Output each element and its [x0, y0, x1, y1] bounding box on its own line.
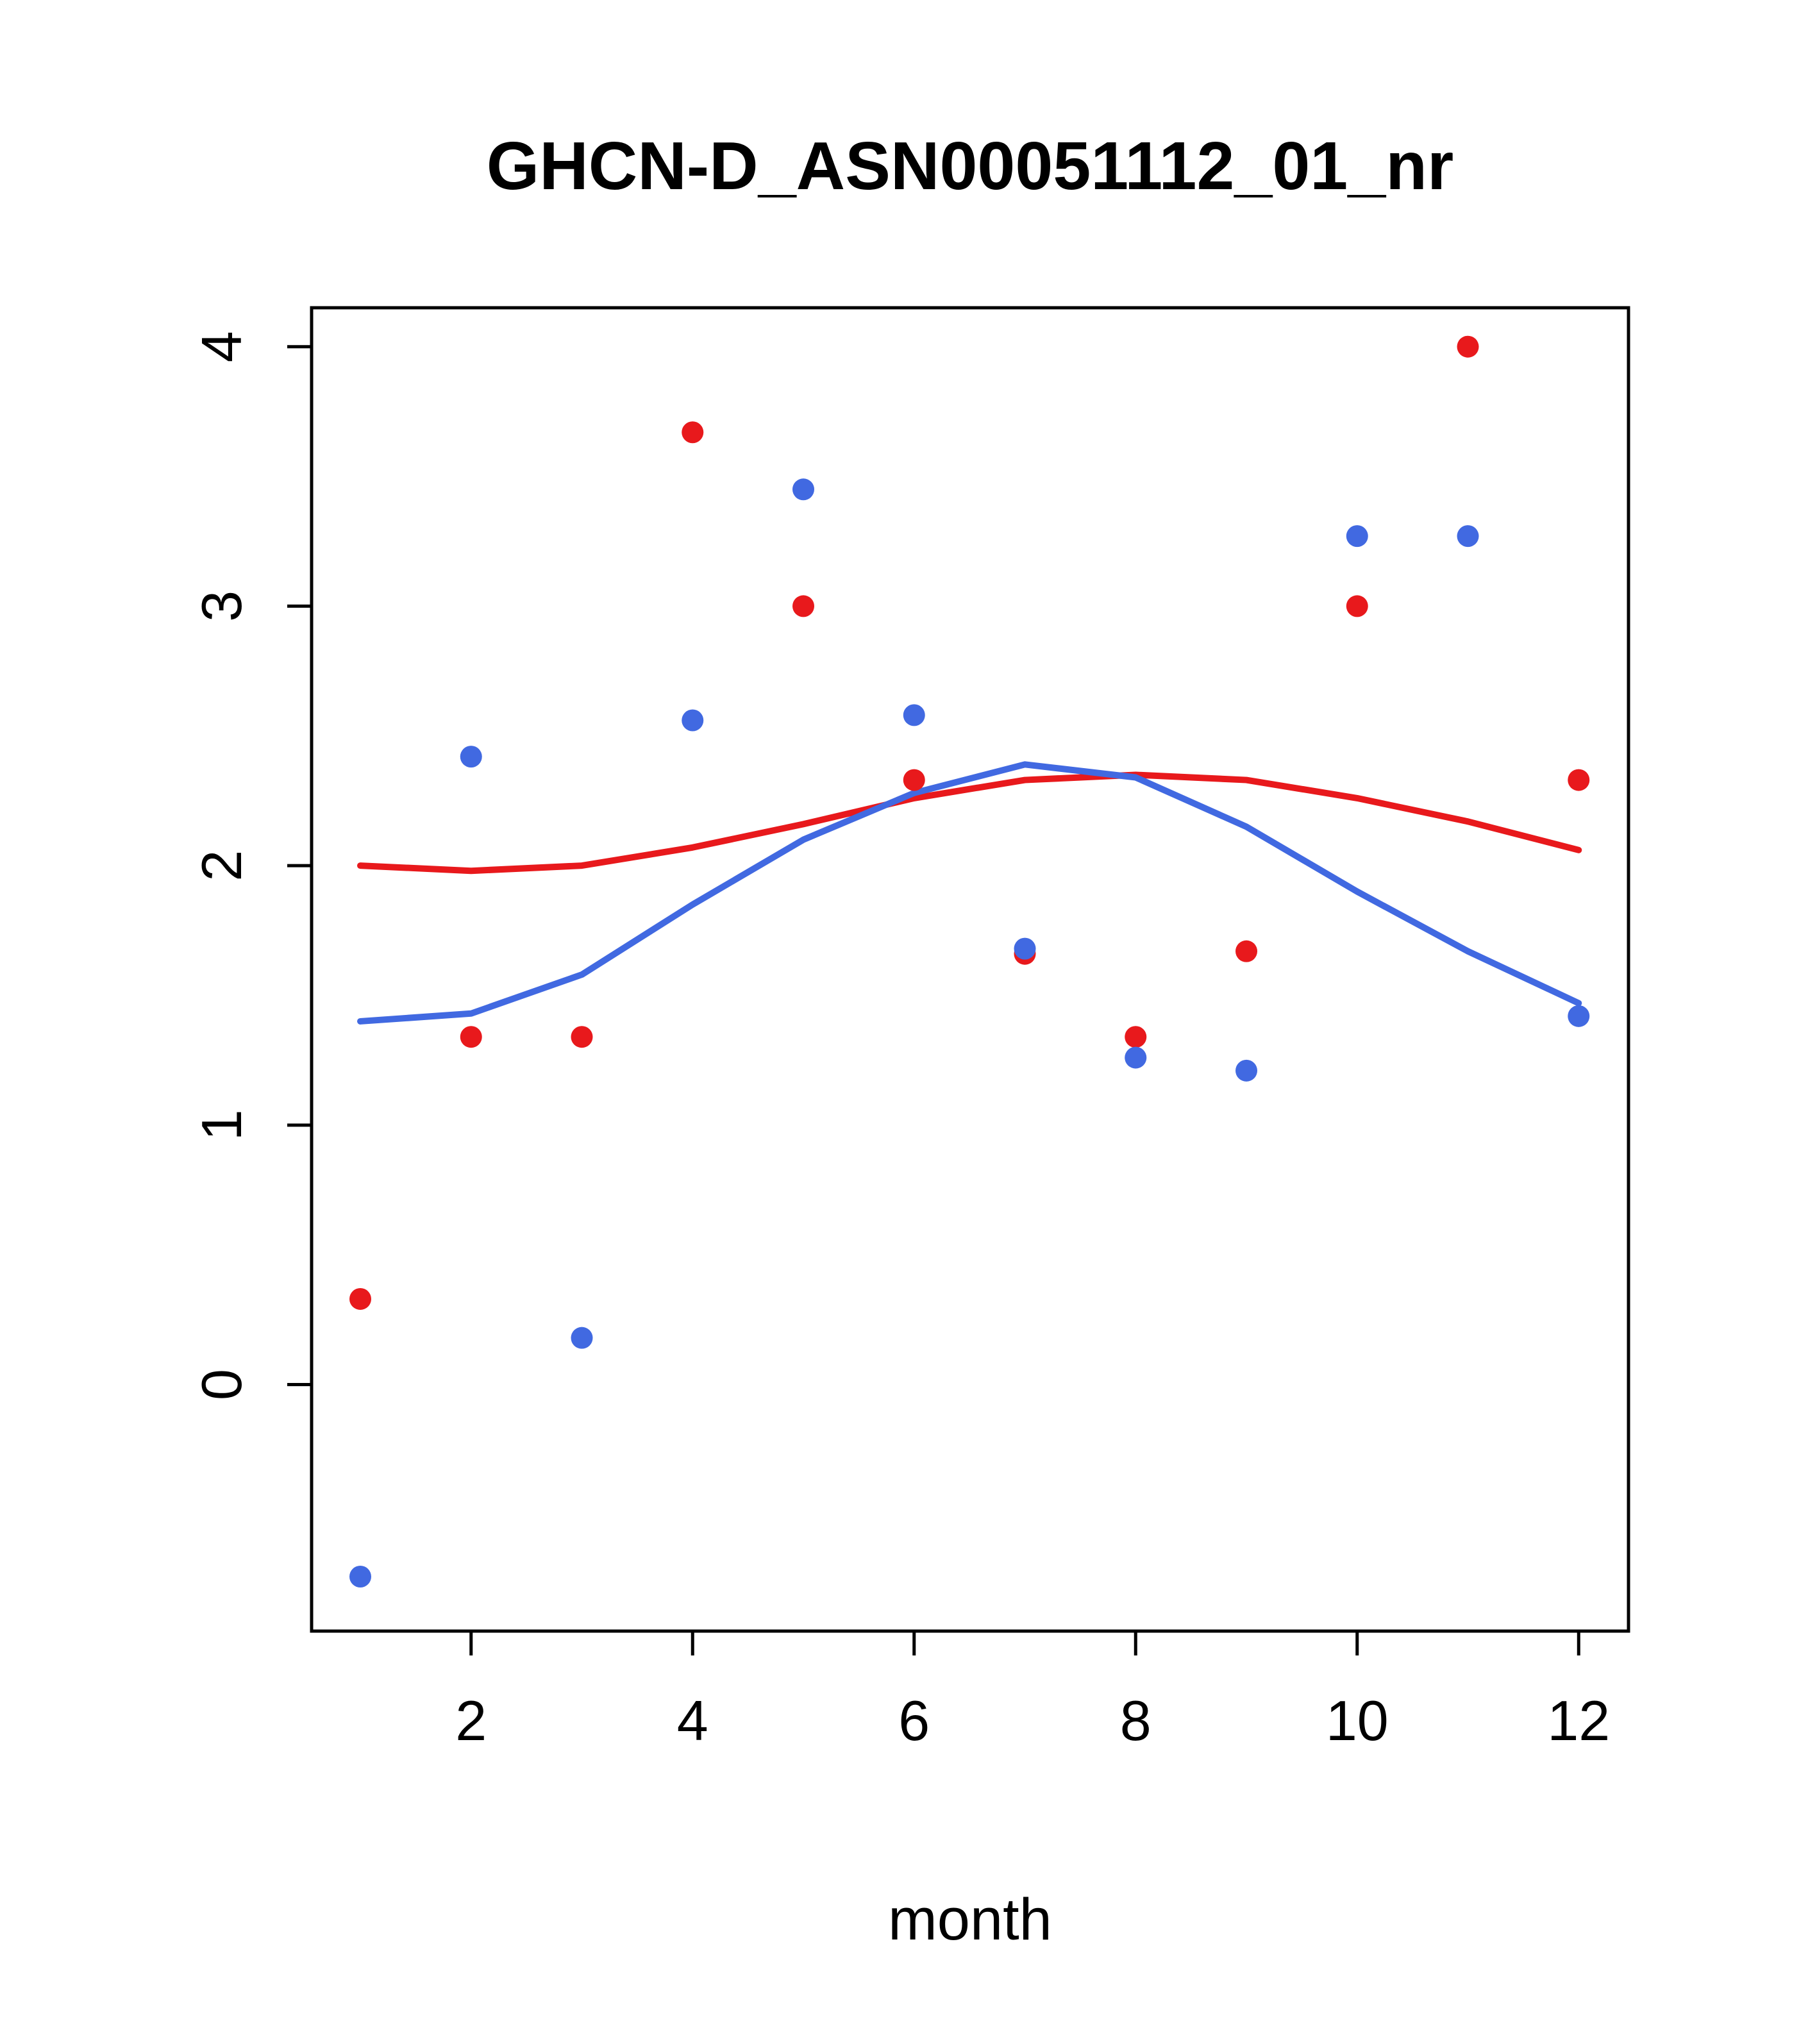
y-tick-label: 4: [190, 331, 253, 362]
red-point: [792, 595, 815, 617]
red-point: [1235, 940, 1258, 962]
red-point: [682, 421, 704, 444]
blue-point: [903, 704, 925, 726]
y-tick-label: 2: [190, 850, 253, 882]
y-tick-label: 1: [190, 1109, 253, 1141]
blue-point: [1568, 1005, 1590, 1027]
red-point: [1568, 769, 1590, 791]
red-trend-line: [357, 771, 1582, 875]
red-point: [1125, 1026, 1147, 1048]
red-point: [460, 1026, 482, 1048]
blue-point: [571, 1327, 593, 1349]
red-point: [903, 769, 925, 791]
blue-point: [349, 1566, 372, 1588]
x-tick-label: 8: [1120, 1689, 1151, 1752]
red-point: [1457, 335, 1479, 358]
y-tick-label: 0: [190, 1369, 253, 1400]
x-tick-label: 12: [1547, 1689, 1610, 1752]
x-axis-label: month: [888, 1887, 1052, 1952]
blue-trend-line: [357, 761, 1582, 1025]
blue-point: [1235, 1059, 1258, 1082]
blue-point: [1014, 937, 1036, 960]
x-tick-label: 10: [1326, 1689, 1389, 1752]
red-point: [349, 1287, 372, 1310]
chart-title: GHCN-D_ASN00051112_01_nr: [487, 128, 1453, 204]
blue-point: [1346, 525, 1368, 548]
y-tick-label: 3: [190, 591, 253, 622]
blue-point: [460, 746, 482, 768]
blue-point: [792, 478, 815, 501]
x-tick-label: 4: [677, 1689, 708, 1752]
red-point: [571, 1026, 593, 1048]
x-tick-label: 2: [455, 1689, 487, 1752]
x-tick-label: 6: [898, 1689, 930, 1752]
blue-point: [1125, 1046, 1147, 1069]
blue-point: [1457, 525, 1479, 548]
plot-border: [310, 306, 1630, 1633]
blue-point: [682, 709, 704, 732]
red-point: [1346, 595, 1368, 617]
